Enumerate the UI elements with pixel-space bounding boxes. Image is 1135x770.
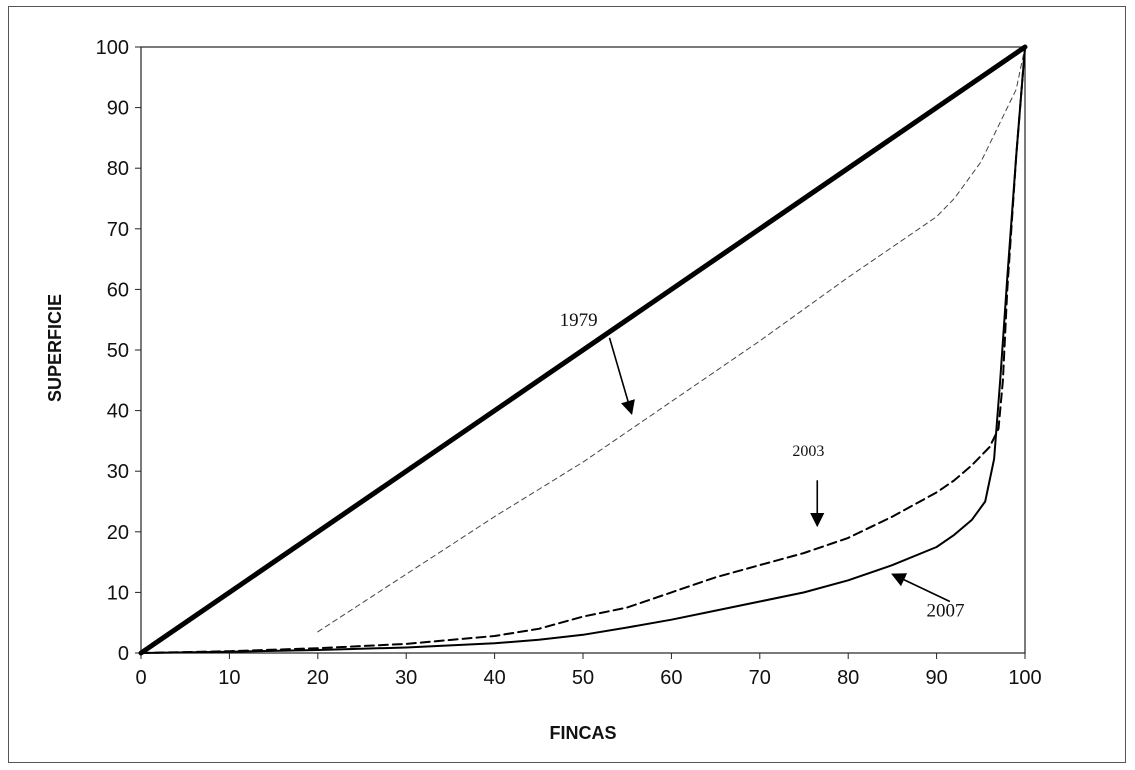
y-axis-ticks: 0 10 20 30 40 50 60 70 80 90 100 — [96, 37, 141, 665]
y-axis-title: SUPERFICIE — [45, 294, 65, 402]
y-tick-label: 20 — [107, 522, 129, 544]
y-tick-label: 90 — [107, 98, 129, 120]
annotation-2003-label: 2003 — [792, 443, 824, 460]
x-tick-label: 60 — [660, 667, 682, 689]
x-tick-label: 100 — [1008, 667, 1041, 689]
y-tick-label: 40 — [107, 401, 129, 423]
x-tick-label: 10 — [218, 667, 240, 689]
x-tick-label: 20 — [307, 667, 329, 689]
chart-frame: 0 10 20 30 40 50 60 70 80 90 100 0 10 20 30 40 50 60 70 80… — [8, 6, 1126, 763]
annotation-2007-label: 2007 — [926, 601, 964, 622]
x-axis-ticks: 0 10 20 30 40 50 60 70 80 90 100 — [135, 653, 1042, 689]
y-tick-label: 100 — [96, 37, 129, 59]
x-tick-label: 80 — [837, 667, 859, 689]
annotation-layer: 1979 2003 2007 — [560, 310, 965, 622]
x-tick-label: 70 — [749, 667, 771, 689]
x-axis-title: FINCAS — [550, 723, 617, 743]
x-tick-label: 50 — [572, 667, 594, 689]
y-tick-label: 80 — [107, 158, 129, 180]
y-tick-label: 60 — [107, 279, 129, 301]
series-2007-line — [140, 46, 1026, 654]
x-tick-label: 40 — [483, 667, 505, 689]
x-tick-label: 0 — [135, 667, 146, 689]
y-tick-label: 50 — [107, 340, 129, 362]
series-layer — [138, 44, 1028, 656]
x-tick-label: 30 — [395, 667, 417, 689]
lorenz-chart: 0 10 20 30 40 50 60 70 80 90 100 0 10 20 30 40 50 60 70 80… — [45, 37, 1042, 743]
annotation-1979-label: 1979 — [560, 310, 598, 331]
series-1979-line — [317, 46, 1026, 633]
series-2003-line — [140, 46, 1026, 654]
annotation-1979-arrow — [608, 337, 635, 416]
y-tick-label: 10 — [107, 582, 129, 604]
y-tick-label: 30 — [107, 461, 129, 483]
series-equality-line — [138, 44, 1028, 656]
y-tick-label: 70 — [107, 219, 129, 241]
annotation-2007-arrow — [891, 573, 951, 603]
x-tick-label: 90 — [925, 667, 947, 689]
y-tick-label: 0 — [118, 643, 129, 665]
